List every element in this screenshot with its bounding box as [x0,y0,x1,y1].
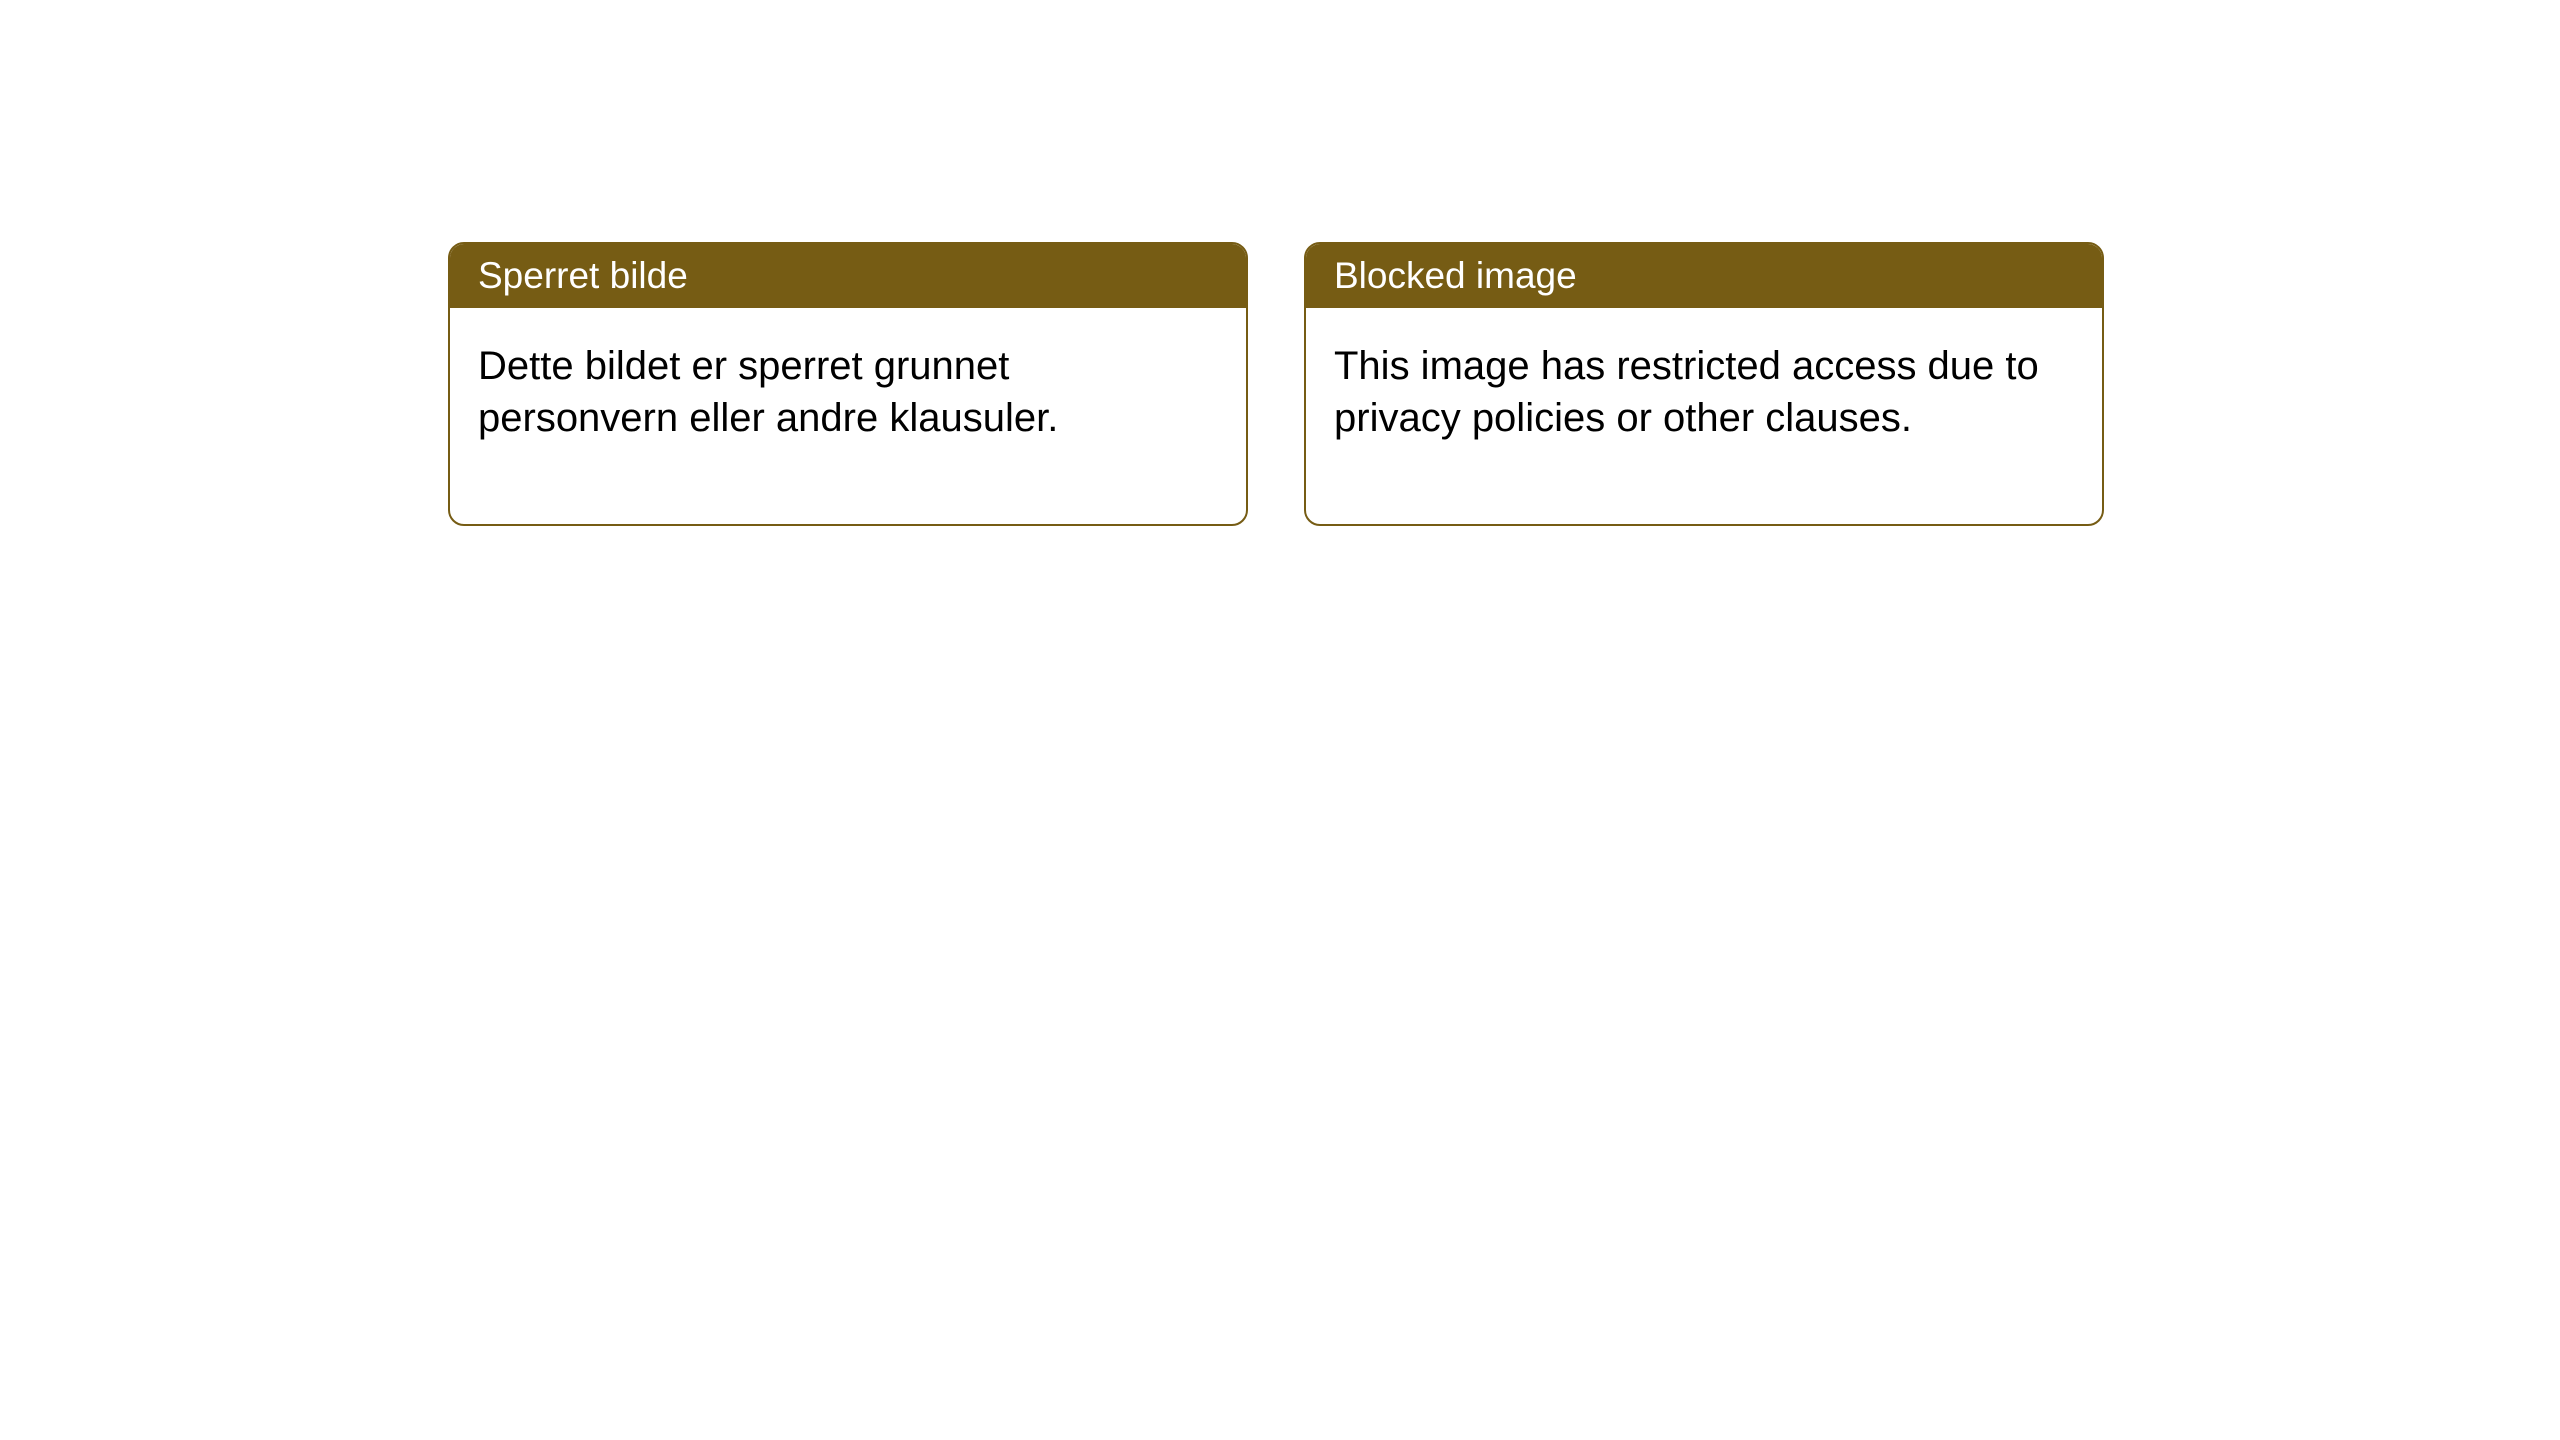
notice-body-english: This image has restricted access due to … [1306,308,2102,524]
notice-body-norwegian: Dette bildet er sperret grunnet personve… [450,308,1246,524]
notice-card-english: Blocked image This image has restricted … [1304,242,2104,526]
notice-header-english: Blocked image [1306,244,2102,308]
notice-container: Sperret bilde Dette bildet er sperret gr… [448,242,2104,526]
notice-header-norwegian: Sperret bilde [450,244,1246,308]
notice-card-norwegian: Sperret bilde Dette bildet er sperret gr… [448,242,1248,526]
